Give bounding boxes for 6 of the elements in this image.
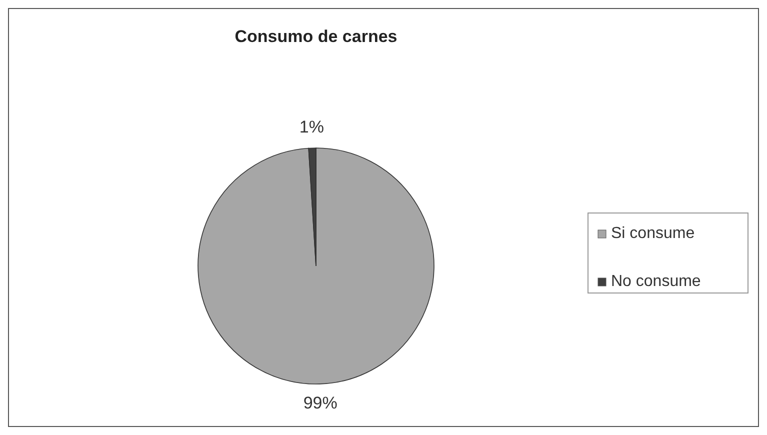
legend-label: Si consume — [611, 225, 695, 242]
data-label: 99% — [303, 393, 338, 412]
pie-slice — [198, 148, 434, 384]
legend-label: No consume — [611, 273, 701, 290]
chart-title: Consumo de carnes — [234, 27, 398, 46]
data-label: 1% — [299, 118, 324, 137]
